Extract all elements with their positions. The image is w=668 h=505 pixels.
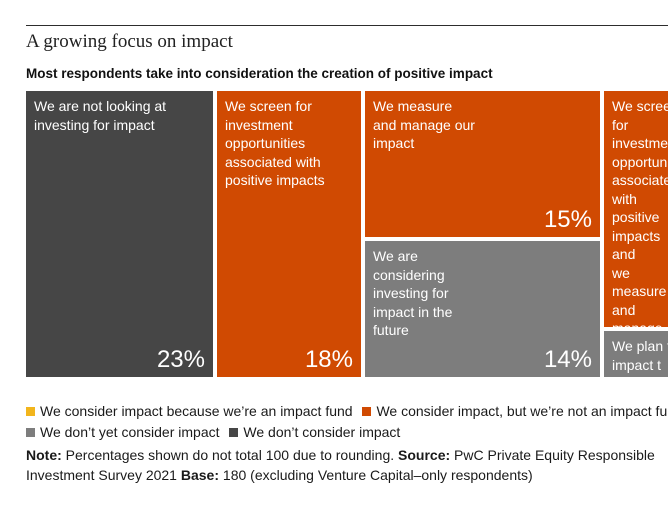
- legend-item-impact-fund: We consider impact because we’re an impa…: [26, 401, 353, 422]
- treemap-cell-value: 14%: [543, 346, 592, 373]
- base-text: 180 (excluding Venture Capital–only resp…: [222, 467, 533, 483]
- chart-title: A growing focus on impact: [26, 31, 233, 52]
- legend-swatch: [26, 407, 35, 416]
- legend-label: We consider impact because we’re an impa…: [40, 403, 353, 419]
- legend-swatch: [362, 407, 372, 416]
- treemap-chart: We are not looking at investing for impa…: [26, 91, 668, 377]
- treemap-cell-label: We screen for investment opportunities a…: [612, 98, 668, 355]
- treemap-cell-value: 23%: [156, 346, 205, 373]
- treemap-cell-label: We are not looking at investing for impa…: [34, 98, 167, 133]
- legend-item-consider-not-fund: We consider impact, but we’re not an imp…: [362, 401, 668, 422]
- source-text: PwC Private Equity Responsible Investmen…: [26, 447, 655, 483]
- treemap-cell: We measure and manage our impact 15%: [365, 91, 600, 237]
- footnote: Note: Percentages shown do not total 100…: [26, 445, 668, 485]
- treemap-cell-value: 15%: [543, 206, 592, 233]
- legend-row: We consider impact because we’re an impa…: [26, 401, 668, 422]
- treemap-cell-label: We are considering investing for impact …: [373, 248, 453, 338]
- note-label: Note:: [26, 447, 62, 463]
- treemap-cell-label: We plan to impact t: [612, 338, 668, 373]
- legend-item-dont-yet: We don’t yet consider impact: [26, 422, 220, 443]
- note-text: Percentages shown do not total 100 due t…: [65, 447, 395, 463]
- treemap-cell-label: We measure and manage our impact: [373, 98, 475, 151]
- source-label: Source:: [398, 447, 451, 463]
- treemap-cell: We plan to impact t: [604, 331, 668, 377]
- top-rule: [26, 25, 668, 26]
- treemap-cell: We are not looking at investing for impa…: [26, 91, 213, 377]
- legend-item-dont: We don’t consider impact: [229, 422, 400, 443]
- chart-subtitle: Most respondents take into consideration…: [26, 66, 493, 81]
- legend-label: We consider impact, but we’re not an imp…: [376, 403, 668, 419]
- treemap-cell: We screen for investment opportunities a…: [217, 91, 361, 377]
- legend: We consider impact because we’re an impa…: [26, 401, 668, 443]
- treemap-cell: We are considering investing for impact …: [365, 241, 600, 377]
- treemap-cell-value: 18%: [304, 346, 353, 373]
- treemap-cell-label: We screen for investment opportunities a…: [225, 98, 325, 188]
- legend-row: We don’t yet consider impact We don’t co…: [26, 422, 668, 443]
- legend-swatch: [26, 428, 35, 437]
- legend-label: We don’t consider impact: [243, 424, 401, 440]
- base-label: Base:: [180, 467, 220, 483]
- legend-label: We don’t yet consider impact: [40, 424, 220, 440]
- treemap-cell: We screen for investment opportunities a…: [604, 91, 668, 355]
- legend-swatch: [229, 428, 239, 437]
